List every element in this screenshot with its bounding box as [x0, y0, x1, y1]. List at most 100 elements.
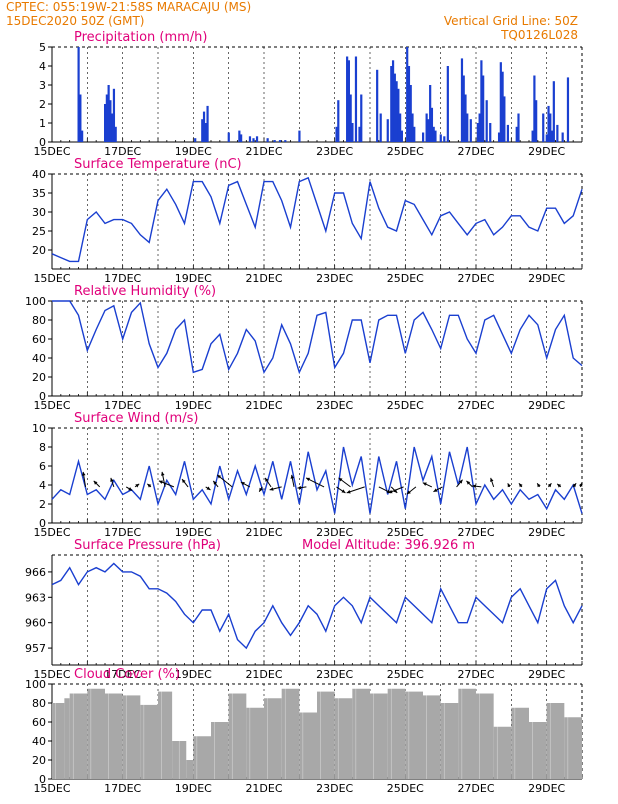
cloud-bar [64, 698, 70, 779]
wind-vector [518, 482, 523, 488]
wind-vector [264, 477, 272, 488]
wind-x-tick-label: 15DEC [33, 526, 70, 539]
wind-vector [556, 483, 562, 488]
cloud-bar [87, 688, 105, 779]
temperature-x-tick-label: 17DEC [104, 272, 141, 285]
precip-bar [515, 126, 518, 142]
pressure-y-tick-label: 963 [25, 591, 46, 604]
precip-bar [284, 140, 287, 142]
precip-bar [337, 100, 340, 142]
precip-bar [298, 130, 301, 142]
precip-bar [386, 119, 389, 142]
precip-bar [346, 56, 349, 142]
wind-vector [338, 477, 351, 488]
cloud-bar [511, 707, 529, 779]
pressure-annotation: Model Altitude: 396.926 m [302, 538, 475, 553]
precip-bar [542, 113, 545, 142]
wind-vector [134, 483, 140, 488]
humidity-y-tick-label: 40 [32, 352, 46, 365]
wind-vector [240, 481, 251, 488]
precip-bar [409, 85, 412, 142]
precip-bar [545, 134, 548, 142]
precip-bar [349, 94, 352, 142]
precip-bar [480, 60, 483, 142]
wind-x-tick-label: 21DEC [245, 526, 282, 539]
wind-vector [158, 480, 175, 488]
wind-vector [125, 486, 133, 491]
humidity-y-tick-label: 20 [32, 371, 46, 384]
cloud-bar [193, 736, 211, 779]
precip-bar [255, 136, 259, 142]
precip-panel: 0 1 2 3 4 5 15DEC 17DEC 19DEC 21DEC 23DEC 25DEC 27DE… [33, 30, 583, 158]
cloud-bar [246, 707, 264, 779]
pressure-title: Surface Pressure (hPa) [74, 538, 221, 553]
precip-bar [552, 81, 555, 142]
wind-vector [456, 479, 463, 488]
precip-bar [482, 75, 485, 142]
temperature-x-tick-label: 21DEC [245, 272, 282, 285]
precip-bar [517, 113, 520, 142]
precip-bar [105, 94, 108, 142]
precip-bar [248, 136, 252, 142]
wind-vector [81, 471, 87, 487]
wind-vector [578, 482, 583, 488]
precip-bar [429, 85, 432, 142]
cloud-x-tick-label: 15DEC [33, 782, 70, 795]
precip-bar [238, 130, 241, 142]
wind-vector [547, 482, 552, 488]
temperature-series-line [51, 176, 583, 263]
pressure-y-tick-label: 957 [25, 642, 46, 655]
cloud-y-tick-label: 20 [32, 754, 46, 767]
precip-bar [360, 94, 363, 142]
cloud-y-tick-label: 60 [32, 716, 46, 729]
precip-bar [395, 81, 398, 142]
humidity-panel: 0 20 40 60 80 100 15DEC 17DEC 19DEC 21DEC 23DEC 25D… [25, 284, 583, 412]
cloud-bar [317, 691, 335, 779]
cloud-x-tick-label: 25DEC [387, 782, 424, 795]
pressure-x-tick-label: 25DEC [387, 668, 424, 681]
precip-bar [278, 140, 282, 142]
precip-x-tick-label: 19DEC [175, 145, 212, 158]
wind-x-tick-label: 23DEC [316, 526, 353, 539]
precip-bar [485, 100, 488, 142]
header-location: CPTEC: 055:19W-21:58S MARACAJU (MS) [6, 0, 251, 14]
pressure-x-tick-label: 29DEC [528, 668, 565, 681]
wind-y-tick-label: 10 [32, 422, 46, 435]
precip-bar [411, 113, 414, 142]
cloud-bar [423, 695, 441, 779]
humidity-series-line [52, 300, 583, 375]
cloud-y-tick-label: 100 [25, 678, 46, 691]
precip-bar [425, 113, 428, 142]
temperature-x-tick-label: 23DEC [316, 272, 353, 285]
cloud-bar [140, 704, 158, 779]
temperature-x-tick-label: 19DEC [175, 272, 212, 285]
precip-bar [109, 100, 112, 142]
cloud-bar [493, 726, 512, 779]
cloud-bar [186, 760, 194, 779]
wind-y-tick-label: 8 [39, 441, 46, 454]
precip-bar [476, 123, 479, 142]
pressure-x-tick-label: 21DEC [245, 668, 282, 681]
precip-bar [549, 113, 552, 142]
precip-bar [393, 73, 396, 142]
cloud-x-tick-label: 29DEC [528, 782, 565, 795]
wind-vector [258, 486, 263, 492]
precip-bar [81, 130, 84, 142]
temperature-x-tick-label: 25DEC [387, 272, 424, 285]
precip-bar [107, 85, 110, 142]
precip-bar [104, 104, 107, 142]
cloud-bar [458, 688, 476, 779]
temperature-x-tick-label: 15DEC [33, 272, 70, 285]
humidity-x-tick-label: 23DEC [316, 399, 353, 412]
humidity-x-tick-label: 25DEC [387, 399, 424, 412]
cloud-bar [105, 693, 123, 779]
pressure-panel: 957 960 963 966 15DEC 17DEC 19DEC 21DEC 23DEC 25D… [25, 538, 583, 681]
wind-vector [205, 486, 211, 491]
temperature-y-tick-label: 25 [32, 225, 46, 238]
precip-bar [460, 58, 464, 142]
precip-bar [335, 126, 338, 142]
pressure-x-tick-label: 23DEC [316, 668, 353, 681]
precip-bar [201, 119, 204, 142]
precip-bar [379, 113, 382, 142]
wind-vector [160, 471, 166, 487]
